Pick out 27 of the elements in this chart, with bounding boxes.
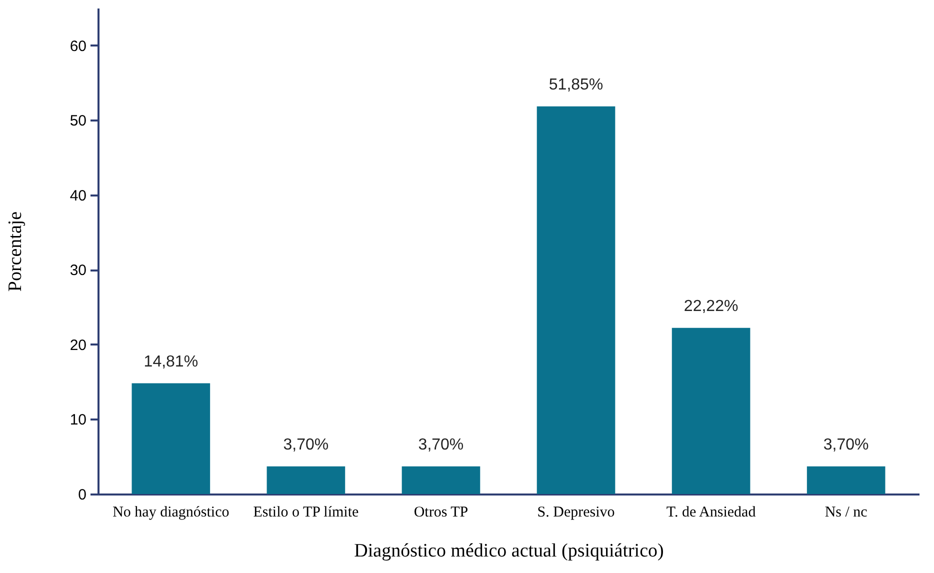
x-tick-label: Estilo o TP límite (253, 504, 359, 520)
bar (536, 106, 616, 494)
y-tick-label: 40 (70, 187, 86, 204)
x-tick-label: T. de Ansiedad (666, 504, 756, 520)
x-tick-label: Ns / nc (824, 504, 868, 520)
data-label: 51,85% (548, 76, 604, 94)
bar (132, 383, 210, 494)
bar (806, 466, 886, 494)
x-axis-title: Diagnóstico médico actual (psiquiátrico) (354, 540, 664, 562)
y-tick-label: 30 (70, 262, 86, 280)
data-label: 14,81% (144, 353, 198, 370)
bar (266, 466, 346, 494)
x-tick-label: Otros TP (414, 504, 468, 520)
bar (672, 328, 750, 494)
y-tick-label: 0 (78, 486, 86, 504)
data-label: 22,22% (684, 298, 738, 315)
x-tick-label: No hay diagnóstico (112, 504, 230, 520)
data-label: 3,70% (283, 436, 329, 454)
y-tick-label: 60 (70, 38, 86, 55)
y-tick-label: 20 (70, 336, 86, 354)
data-label: 3,70% (823, 436, 869, 454)
x-tick-label: S. Depresivo (537, 504, 615, 520)
data-label: 3,70% (418, 436, 464, 454)
bar (402, 466, 480, 494)
y-tick-label: 50 (70, 112, 86, 130)
y-tick-label: 10 (70, 412, 86, 429)
y-axis-title: Porcentaje (4, 211, 26, 292)
